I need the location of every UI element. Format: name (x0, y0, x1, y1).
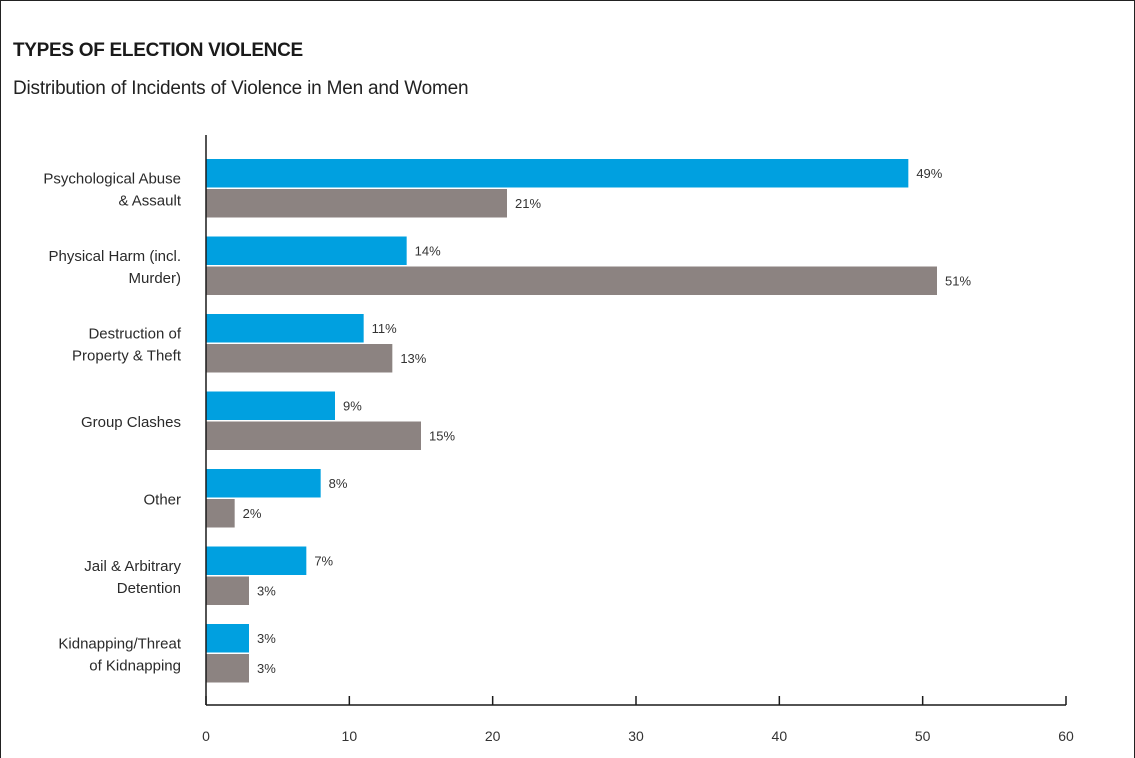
bar-1-5 (206, 469, 321, 498)
data-label-1-5: 8% (329, 476, 348, 491)
category-label-5-line-1: Other (143, 491, 181, 508)
data-label-2-5: 2% (243, 506, 262, 521)
labels-layer: 49% 21% Psychological Abuse & Assault 14% 51%… (43, 166, 971, 676)
data-label-2-2: 51% (945, 274, 971, 289)
bar-2-2 (206, 266, 937, 295)
data-label-2-1: 21% (515, 196, 541, 211)
x-tick-label-20: 20 (485, 728, 501, 744)
data-label-2-4: 15% (429, 429, 455, 444)
bar-1-6 (206, 546, 307, 575)
bars-layer (206, 159, 937, 683)
data-label-1-2: 14% (415, 244, 441, 259)
bar-1-4 (206, 391, 335, 420)
bar-1-3 (206, 314, 364, 343)
frame-top-border (0, 0, 1135, 1)
bar-2-1 (206, 189, 507, 218)
data-label-1-6: 7% (314, 554, 333, 569)
bar-2-5 (206, 499, 235, 528)
data-label-1-7: 3% (257, 631, 276, 646)
category-label-6-line-1: Jail & Arbitrary (84, 558, 181, 575)
bar-2-3 (206, 344, 393, 373)
x-tick-label-30: 30 (628, 728, 644, 744)
category-label-2-line-2: Murder) (128, 270, 181, 287)
axis-layer: 0 10 20 30 40 50 60 (202, 135, 1074, 744)
data-label-2-7: 3% (257, 661, 276, 676)
data-label-2-3: 13% (400, 351, 426, 366)
data-label-1-4: 9% (343, 399, 362, 414)
category-label-3-line-1: Destruction of (88, 325, 181, 342)
frame-left-border (0, 0, 1, 758)
data-label-1-1: 49% (916, 166, 942, 181)
chart-subtitle: Distribution of Incidents of Violence in… (13, 78, 469, 99)
data-label-2-6: 3% (257, 584, 276, 599)
category-label-7-line-1: Kidnapping/Threat (58, 635, 181, 652)
x-tick-label-0: 0 (202, 728, 210, 744)
x-tick-label-60: 60 (1058, 728, 1074, 744)
category-label-1-line-2: & Assault (118, 192, 181, 209)
category-label-2-line-1: Physical Harm (incl. (48, 248, 181, 265)
category-label-4-line-1: Group Clashes (81, 414, 181, 431)
bar-1-7 (206, 624, 249, 653)
x-tick-label-40: 40 (772, 728, 788, 744)
category-label-1-line-1: Psychological Abuse (43, 170, 181, 187)
x-tick-label-10: 10 (342, 728, 358, 744)
bar-1-1 (206, 159, 909, 188)
chart-title: TYPES OF ELECTION VIOLENCE (13, 40, 303, 61)
bar-2-4 (206, 421, 421, 450)
category-label-6-line-2: Detention (117, 580, 181, 597)
bar-2-7 (206, 654, 249, 683)
bar-1-2 (206, 236, 407, 265)
bar-2-6 (206, 576, 249, 605)
data-label-1-3: 11% (372, 321, 397, 336)
category-label-3-line-2: Property & Theft (72, 347, 182, 364)
x-tick-label-50: 50 (915, 728, 931, 744)
category-label-7-line-2: of Kidnapping (89, 657, 181, 674)
